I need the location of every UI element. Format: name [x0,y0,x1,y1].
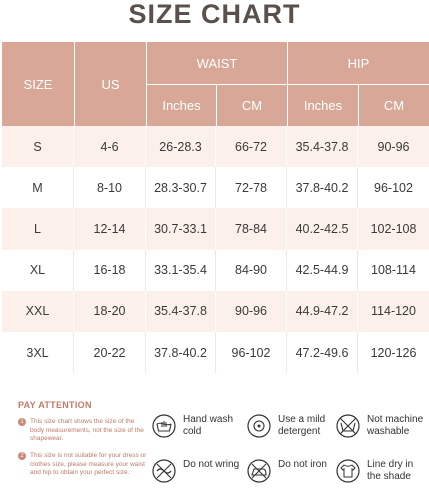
cell-hip-inches: 42.5-44.9 [287,249,358,291]
header-divider [74,42,75,126]
cell-hip-inches: 35.4-37.8 [287,126,358,168]
cell-size: XXL [2,290,74,332]
cell-size: XL [2,249,74,291]
cell-size: M [2,167,74,209]
care-label: Line dry in the shade [367,459,414,482]
header-size: SIZE [23,76,53,92]
note-text: This size is not suitable for your dress… [30,452,147,476]
cell-size: S [2,126,74,168]
cell-hip-cm: 114-120 [371,304,416,319]
cell-waist-cm: 90-96 [216,290,287,332]
header-hip-inches: Inches [303,98,343,113]
care-label: Hand wash cold [183,414,234,437]
cell-us: 16-18 [74,249,146,291]
care-label: Do not iron [278,459,327,470]
page-title: SIZE CHART [128,0,301,29]
cell-hip-cm: 102-108 [370,221,417,236]
table-row: XXL 18-20 35.4-37.8 90-96 44.9-47.2 114-… [2,290,429,332]
cell-hip-inches: 44.9-47.2 [287,290,358,332]
care-label: Use a mild detergent [278,414,326,437]
table-row: S 4-6 26-28.3 66-72 35.4-37.8 90-96 [2,126,429,168]
care-label: Do not wring [183,459,240,470]
cell-us: 20-22 [74,331,146,374]
cell-hip-cm: 108-114 [371,263,416,278]
cell-waist-inches: 30.7-33.1 [146,208,216,250]
header-divider [358,84,359,126]
header-hip: HIP [347,55,370,71]
attention-note: 2 This size is not suitable for your dre… [18,452,148,478]
cell-waist-inches: 26-28.3 [146,126,216,168]
header-divider [146,42,147,126]
care-item-line-dry-shade: Line dry in the shade [336,459,429,483]
cell-waist-inches: 37.8-40.2 [146,331,216,374]
table-row: L 12-14 30.7-33.1 78-84 40.2-42.5 102-10… [2,208,429,250]
cell-waist-inches: 35.4-37.8 [146,290,216,332]
pay-attention-title: PAY ATTENTION [18,400,92,410]
header-waist-inches: Inches [162,98,201,113]
attention-note: 1 This size chart shows the size of the … [18,418,148,444]
do-not-wring-icon [152,459,176,483]
header-waist: WAIST [196,55,238,71]
cell-waist-cm: 66-72 [216,126,287,168]
cell-waist-cm: 96-102 [216,331,287,374]
cell-hip-cm: 90-96 [377,139,410,154]
cell-waist-inches: 28.3-30.7 [146,167,216,209]
cell-hip-cm: 96-102 [374,180,413,195]
cell-waist-inches: 33.1-35.4 [146,249,216,291]
no-machine-wash-icon [336,414,360,438]
header-us: US [101,76,120,92]
header-divider [147,84,429,85]
size-chart-table: SIZE US WAIST HIP Inches CM Inches CM S … [2,42,429,374]
table-body: S 4-6 26-28.3 66-72 35.4-37.8 90-96 M 8-… [2,126,429,374]
cell-hip-inches: 37.8-40.2 [287,167,358,209]
cell-waist-cm: 72-78 [216,167,287,209]
cell-size: 3XL [2,331,74,374]
care-item-do-not-wring: Do not wring [152,459,245,483]
cell-hip-inches: 40.2-42.5 [287,208,358,250]
cell-us: 4-6 [74,126,146,168]
table-row: 3XL 20-22 37.8-40.2 96-102 47.2-49.6 120… [2,331,429,374]
cell-hip-cm: 120-126 [370,345,417,360]
cell-size: L [2,208,74,250]
line-dry-shade-icon [336,459,360,483]
care-item-no-machine-wash: Not machine washable [336,414,429,438]
cell-us: 18-20 [74,290,146,332]
care-item-do-not-iron: Do not iron [247,459,340,483]
table-header: SIZE US WAIST HIP Inches CM Inches CM [2,42,429,126]
care-label: Not machine washable [367,414,424,437]
care-item-mild-detergent: Use a mild detergent [247,414,340,438]
cell-us: 12-14 [74,208,146,250]
do-not-iron-icon [247,459,271,483]
table-row: M 8-10 28.3-30.7 72-78 37.8-40.2 96-102 [2,167,429,209]
cell-waist-cm: 84-90 [216,249,287,291]
header-divider [216,84,217,126]
cell-hip-inches: 47.2-49.6 [287,331,358,374]
note-number: 1 [18,418,26,426]
care-item-hand-wash: Hand wash cold [152,414,245,438]
hand-wash-icon [152,414,176,438]
mild-detergent-icon [247,414,271,438]
cell-us: 8-10 [74,167,146,209]
header-waist-cm: CM [241,98,263,113]
note-number: 2 [18,452,26,460]
table-row: XL 16-18 33.1-35.4 84-90 42.5-44.9 108-1… [2,249,429,291]
note-text: This size chart shows the size of the bo… [30,418,144,442]
cell-waist-cm: 78-84 [216,208,287,250]
header-hip-cm: CM [383,98,405,113]
